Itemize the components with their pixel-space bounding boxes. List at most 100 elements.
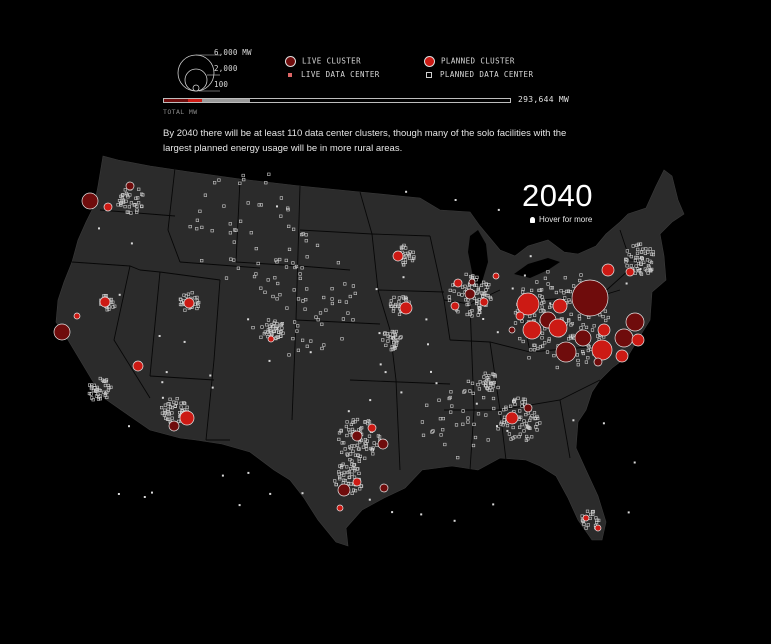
planned-data-center-marker xyxy=(356,447,361,451)
planned-data-center-marker xyxy=(545,350,550,354)
caption-text: By 2040 there will be at least 110 data … xyxy=(163,128,567,154)
planned-data-center-marker xyxy=(349,466,353,471)
planned-data-center-marker xyxy=(649,252,654,256)
planned-data-center-marker xyxy=(476,412,481,416)
planned-data-center-marker xyxy=(190,291,194,295)
planned-data-center-marker xyxy=(548,305,552,309)
planned-data-center-marker xyxy=(536,416,540,421)
planned-data-center-marker xyxy=(95,385,99,390)
planned-data-center-marker xyxy=(357,471,361,476)
planned-data-center-marker xyxy=(468,310,472,314)
planned-data-center-marker xyxy=(466,416,470,420)
planned-data-center-marker xyxy=(524,438,528,442)
planned-data-center-marker xyxy=(344,300,349,304)
planned-cluster-marker xyxy=(179,410,195,426)
planned-data-center-marker xyxy=(275,260,279,264)
planned-data-center-marker xyxy=(351,284,356,288)
live-cluster-marker xyxy=(555,341,577,363)
planned-data-center-marker xyxy=(300,233,304,237)
planned-data-center-marker xyxy=(389,348,393,352)
planned-data-center-marker xyxy=(352,467,357,471)
planned-data-center-marker xyxy=(601,314,605,319)
planned-data-center-marker xyxy=(474,283,479,287)
planned-data-center-marker xyxy=(447,295,451,299)
planned-data-center-marker xyxy=(270,332,274,336)
planned-data-center-marker xyxy=(486,294,490,298)
planned-data-center-marker xyxy=(353,420,357,424)
live-data-center-marker xyxy=(268,359,271,362)
planned-data-center-marker xyxy=(342,470,346,475)
live-data-center-marker xyxy=(391,511,394,514)
planned-data-center-marker xyxy=(401,295,405,299)
planned-data-center-marker xyxy=(467,302,471,306)
live-data-center-marker xyxy=(118,293,121,296)
lightbulb-icon xyxy=(530,217,535,223)
planned-data-center-marker xyxy=(477,303,481,307)
planned-data-center-marker xyxy=(411,250,415,254)
planned-data-center-marker xyxy=(569,312,573,317)
planned-data-center-marker xyxy=(624,257,628,262)
planned-data-center-marker xyxy=(377,435,382,439)
planned-data-center-marker xyxy=(522,419,526,423)
lake-erie xyxy=(514,258,560,278)
planned-data-center-marker xyxy=(347,428,351,432)
planned-data-center-marker xyxy=(534,416,538,420)
planned-data-center-marker xyxy=(279,214,283,218)
live-data-center-marker xyxy=(633,461,636,464)
planned-data-center-marker xyxy=(639,250,643,254)
planned-data-center-marker xyxy=(391,336,395,340)
planned-data-center-marker xyxy=(472,296,477,301)
planned-data-center-marker xyxy=(266,318,271,322)
planned-data-center-marker xyxy=(271,324,275,328)
live-cluster-marker xyxy=(574,329,592,347)
planned-data-center-marker xyxy=(195,295,199,300)
planned-data-center-marker xyxy=(195,218,200,222)
live-data-center-marker xyxy=(247,471,250,474)
planned-data-center-marker xyxy=(528,426,532,431)
live-data-center-marker xyxy=(379,363,382,366)
planned-data-center-marker xyxy=(487,374,491,378)
planned-data-center-marker xyxy=(298,276,302,281)
live-data-center-marker xyxy=(98,227,100,230)
key-live-cluster-label: LIVE CLUSTER xyxy=(302,56,361,66)
planned-data-center-marker xyxy=(568,334,572,338)
planned-data-center-marker xyxy=(356,453,360,457)
planned-data-center-marker xyxy=(501,423,505,427)
planned-data-center-marker xyxy=(263,290,267,294)
planned-data-center-marker xyxy=(513,311,518,315)
planned-data-center-marker xyxy=(271,294,275,299)
key-planned-data-center: PLANNED DATA CENTER xyxy=(424,70,533,79)
planned-data-center-marker xyxy=(471,391,475,396)
planned-data-center-marker xyxy=(420,420,425,424)
planned-data-center-marker xyxy=(524,412,528,417)
planned-data-center-marker xyxy=(487,377,491,382)
planned-data-center-marker xyxy=(546,270,550,274)
planned-data-center-marker xyxy=(298,272,302,276)
planned-data-center-marker xyxy=(339,429,343,433)
planned-data-center-marker xyxy=(566,289,570,293)
live-data-center-marker xyxy=(497,208,500,211)
planned-data-center-marker xyxy=(167,417,171,421)
planned-data-center-marker xyxy=(140,192,144,196)
planned-data-center-marker xyxy=(554,290,558,295)
planned-data-center-marker xyxy=(264,181,268,185)
planned-cluster-marker xyxy=(392,250,404,262)
planned-data-center-marker xyxy=(540,344,545,348)
planned-data-center-marker xyxy=(347,475,352,479)
planned-data-center-marker xyxy=(461,422,465,426)
live-data-center-marker xyxy=(309,351,312,354)
planned-data-center-marker xyxy=(399,245,404,249)
planned-data-center-marker xyxy=(603,309,607,313)
planned-data-center-marker xyxy=(478,380,482,384)
planned-data-center-marker xyxy=(488,295,492,300)
state-border xyxy=(235,179,241,263)
planned-data-center-marker xyxy=(522,429,526,433)
state-border xyxy=(395,379,401,471)
planned-data-center-marker xyxy=(256,261,260,266)
state-border xyxy=(149,271,161,377)
planned-data-center-marker xyxy=(633,258,637,263)
live-data-center-marker xyxy=(238,504,241,507)
planned-data-center-marker xyxy=(337,299,342,304)
planned-data-center-marker xyxy=(527,356,531,360)
